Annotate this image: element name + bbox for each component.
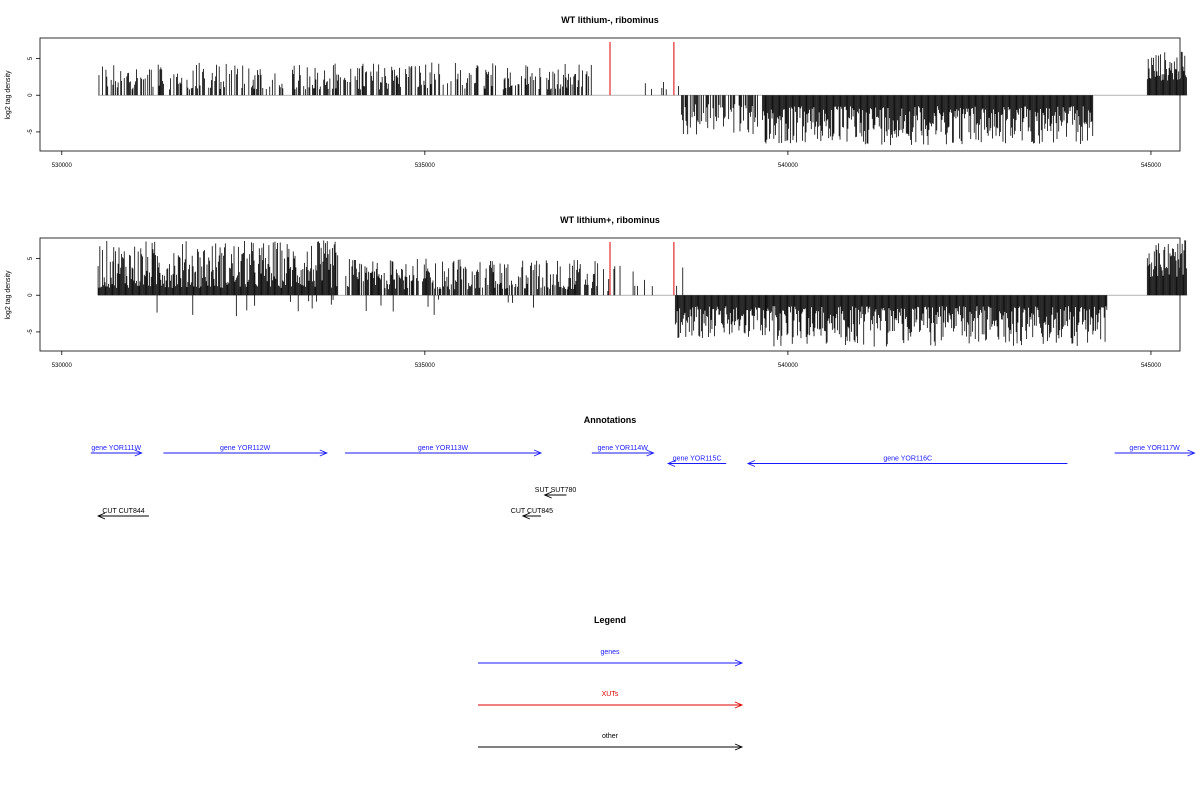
y-tick-label: 0 — [28, 93, 34, 97]
legend-title: Legend — [594, 615, 626, 625]
feature-label: gene YOR117W — [1129, 445, 1180, 452]
legend-label: genes — [600, 649, 620, 656]
legend-arrowhead — [734, 659, 744, 667]
feature-label: CUT CUT845 — [511, 508, 553, 515]
legend-panel: Legend genes XUTs other — [478, 615, 744, 751]
panel-2-frame — [39, 237, 1181, 352]
feature-arrowhead — [319, 449, 328, 457]
feature-arrowhead — [646, 449, 655, 457]
y-tick-label: -5 — [28, 329, 34, 335]
panel-1-frame — [39, 37, 1181, 152]
legend-label: XUTs — [602, 691, 619, 698]
feature-label: gene YOR112W — [220, 445, 271, 452]
feature-label: gene YOR113W — [418, 445, 469, 452]
feature-arrowhead — [521, 512, 531, 520]
x-tick-label: 535000 — [415, 163, 436, 169]
feature-arrowhead — [96, 512, 106, 520]
panel-2-bars — [97, 240, 1188, 347]
x-tick-label: 540000 — [778, 163, 799, 169]
feature-arrowhead — [533, 449, 543, 457]
x-tick-label: 530000 — [52, 163, 73, 169]
legend-label: other — [602, 733, 619, 740]
x-tick-label: 530000 — [52, 363, 73, 369]
track-panel-1: WT lithium-, ribominus log2 tag density … — [5, 15, 1188, 169]
annotations-title: Annotations — [584, 415, 637, 425]
panel-1-bars — [98, 42, 1188, 146]
feature-label: gene YOR114W — [598, 445, 649, 452]
feature-arrowhead — [543, 491, 552, 499]
panel-1-axes: 530000 535000 540000 545000 -5 0 5 — [28, 56, 1162, 169]
legend-arrowhead — [734, 701, 744, 709]
feature-arrowhead — [1187, 449, 1196, 457]
feature-label: CUT CUT844 — [102, 508, 144, 515]
y-tick-label: 5 — [28, 56, 34, 60]
feature-arrowhead — [134, 449, 143, 457]
annotations-panel: Annotations gene YOR111W gene YOR112W gene… — [90, 415, 1196, 520]
x-tick-label: 545000 — [1141, 363, 1162, 369]
annotation-features: gene YOR111W gene YOR112W gene YOR113W gene… — [90, 445, 1196, 520]
feature-arrowhead — [666, 460, 676, 467]
feature-label: gene YOR111W — [91, 445, 141, 452]
y-tick-label: -5 — [28, 129, 34, 135]
feature-label: gene YOR116C — [883, 456, 932, 463]
y-tick-label: 0 — [28, 293, 34, 297]
panel-2-axes: 530000 535000 540000 545000 -5 0 5 — [28, 256, 1162, 369]
feature-arrowhead — [746, 460, 756, 467]
y-tick-label: 5 — [28, 256, 34, 260]
x-tick-label: 540000 — [778, 363, 799, 369]
feature-label: gene YOR115C — [673, 456, 722, 463]
track-panel-2: WT lithium+, ribominus log2 tag density … — [5, 215, 1188, 369]
panel-1-title: WT lithium-, ribominus — [561, 15, 659, 25]
panel-1-ylabel: log2 tag density — [5, 70, 12, 120]
legend-arrowhead — [734, 743, 744, 751]
feature-label: SUT SUT780 — [535, 487, 577, 494]
x-tick-label: 535000 — [415, 363, 436, 369]
panel-2-ylabel: log2 tag density — [5, 270, 12, 320]
x-tick-label: 545000 — [1141, 163, 1162, 169]
panel-2-title: WT lithium+, ribominus — [560, 215, 660, 225]
legend-items: genes XUTs other — [478, 649, 744, 751]
